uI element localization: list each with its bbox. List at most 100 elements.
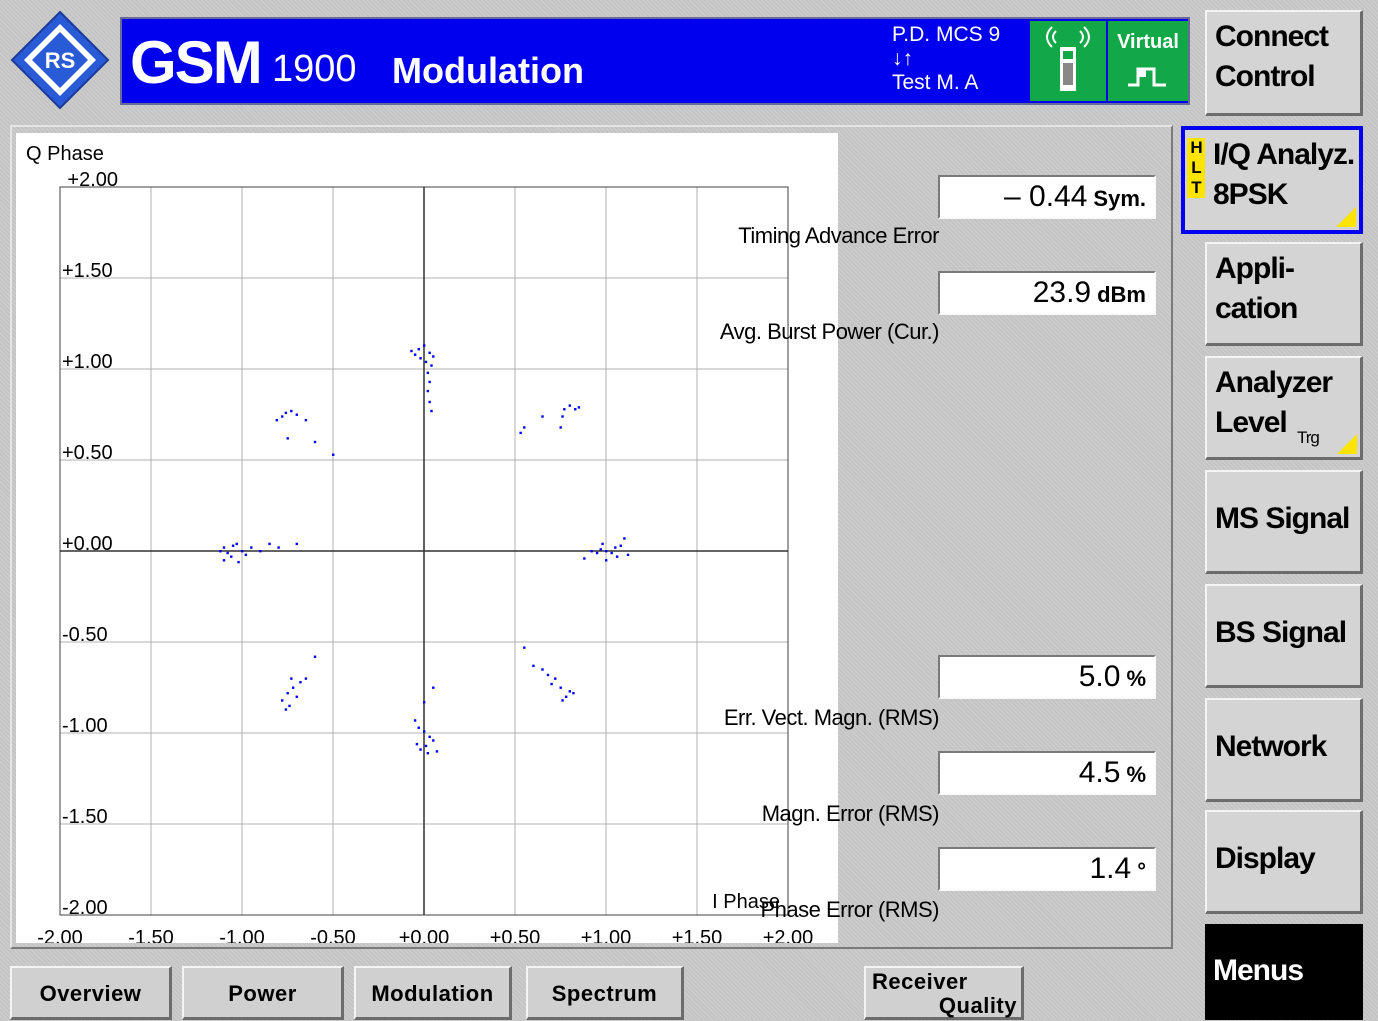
constellation-point bbox=[605, 559, 608, 562]
connect-control-line1: Connect bbox=[1215, 20, 1329, 53]
constellation-point bbox=[428, 400, 431, 404]
plot-ticks: -2.00 -1.50 -1.00 -0.50 +0.00 +0.50 +1.00 +1.50… bbox=[37, 169, 813, 943]
plot-axes bbox=[59, 186, 789, 916]
constellation-point bbox=[561, 415, 564, 418]
status-line-1: P.D. MCS 9 bbox=[892, 23, 1001, 46]
constellation-point bbox=[250, 546, 253, 549]
y-tick-label: +1.00 bbox=[62, 351, 113, 373]
constellation-point bbox=[417, 726, 420, 729]
application-button[interactable]: Appli- cation bbox=[1205, 242, 1363, 346]
iq-analyzer-button[interactable]: H L T I/Q Analyz. 8PSK bbox=[1181, 126, 1363, 234]
constellation-point bbox=[523, 646, 526, 649]
constellation-point bbox=[430, 409, 433, 413]
timing-advance-readout: – 0.44 Sym. bbox=[938, 175, 1156, 219]
x-tick-label: -2.00 bbox=[37, 927, 83, 943]
magn-error-label: Magn. Error (RMS) bbox=[761, 801, 940, 826]
constellation-point bbox=[435, 750, 439, 753]
application-line2: cation bbox=[1215, 292, 1298, 325]
constellation-point bbox=[541, 668, 544, 671]
submenu-corner-icon bbox=[1336, 207, 1356, 227]
constellation-point bbox=[424, 360, 428, 364]
x-tick-label: +0.00 bbox=[399, 927, 450, 943]
tab-modulation[interactable]: Modulation bbox=[354, 966, 512, 1020]
constellation-point bbox=[304, 677, 308, 680]
constellation-point bbox=[559, 686, 562, 689]
status-line-2: ↓↑ bbox=[892, 47, 913, 70]
constellation-point bbox=[235, 542, 238, 546]
plot-points bbox=[219, 344, 630, 755]
bs-signal-label: BS Signal bbox=[1215, 616, 1347, 649]
x-tick-label: +2.00 bbox=[763, 927, 814, 943]
constellation-point bbox=[313, 440, 317, 444]
ms-signal-button[interactable]: MS Signal bbox=[1205, 470, 1363, 574]
burst-power-unit: dBm bbox=[1097, 282, 1146, 307]
tab-overview[interactable]: Overview bbox=[10, 966, 172, 1020]
tab-power[interactable]: Power bbox=[182, 966, 344, 1020]
status-line-3: Test M. A bbox=[892, 71, 979, 94]
constellation-point bbox=[222, 546, 226, 549]
constellation-point bbox=[523, 426, 526, 429]
y-tick-label: -0.50 bbox=[62, 624, 108, 646]
constellation-point bbox=[432, 739, 435, 742]
evm-label: Err. Vect. Magn. (RMS) bbox=[723, 705, 940, 730]
constellation-point bbox=[281, 699, 284, 702]
phase-error-label: Phase Error (RMS) bbox=[760, 897, 939, 922]
magn-error-unit: % bbox=[1126, 762, 1146, 787]
tab-receiver-quality[interactable]: Receiver Quality bbox=[864, 966, 1024, 1020]
evm-value: 5.0 bbox=[1078, 660, 1121, 693]
constellation-point bbox=[572, 691, 575, 695]
constellation-point bbox=[426, 752, 430, 755]
constellation-point bbox=[230, 555, 233, 558]
analyzer-line1: Analyzer bbox=[1215, 366, 1333, 399]
constellation-point bbox=[619, 544, 622, 547]
constellation-point bbox=[419, 357, 422, 360]
constellation-point bbox=[577, 406, 581, 409]
constellation-point bbox=[290, 677, 293, 680]
menus-button[interactable]: Menus bbox=[1205, 924, 1363, 1020]
hlt-t: T bbox=[1191, 178, 1201, 197]
constellation-point bbox=[532, 664, 535, 668]
timing-advance-unit: Sym. bbox=[1093, 186, 1146, 211]
constellation-point bbox=[413, 719, 417, 722]
bs-signal-button[interactable]: BS Signal bbox=[1205, 584, 1363, 688]
x-tick-label: +1.50 bbox=[672, 927, 723, 943]
display-button[interactable]: Display bbox=[1205, 810, 1363, 914]
network-button[interactable]: Network bbox=[1205, 698, 1363, 802]
application-line1: Appli- bbox=[1215, 252, 1295, 285]
burst-power-label: Avg. Burst Power (Cur.) bbox=[719, 319, 940, 344]
constellation-point bbox=[615, 555, 619, 558]
constellation-point bbox=[590, 550, 593, 553]
menus-label: Menus bbox=[1213, 954, 1304, 987]
tab-spectrum[interactable]: Spectrum bbox=[526, 966, 684, 1020]
y-tick-label: -1.00 bbox=[62, 715, 108, 737]
constellation-point bbox=[601, 542, 604, 546]
constellation-point bbox=[281, 415, 284, 418]
connection-status: P.D. MCS 9 ↓↑ Test M. A bbox=[892, 23, 1020, 101]
constellation-point bbox=[424, 744, 428, 748]
constellation-point bbox=[226, 551, 229, 555]
constellation-point bbox=[546, 673, 550, 677]
constellation-point bbox=[295, 695, 298, 698]
constellation-point bbox=[623, 537, 626, 540]
constellation-point bbox=[291, 686, 295, 689]
constellation-point bbox=[295, 542, 298, 546]
band-label: 1900 bbox=[272, 48, 357, 90]
constellation-point bbox=[519, 431, 522, 435]
burst-power-readout: 23.9 dBm bbox=[938, 271, 1156, 315]
analyzer-level-button[interactable]: Analyzer Level Trg bbox=[1205, 356, 1363, 460]
phase-error-readout: 1.4 ° bbox=[938, 847, 1156, 891]
phase-error-unit: ° bbox=[1137, 858, 1146, 883]
constellation-point bbox=[413, 353, 417, 356]
x-tick-label: +1.00 bbox=[581, 927, 632, 943]
constellation-point bbox=[574, 408, 577, 411]
constellation-point bbox=[561, 699, 564, 702]
constellation-point bbox=[219, 550, 222, 553]
constellation-point bbox=[268, 542, 271, 546]
constellation-point bbox=[610, 551, 613, 555]
connect-control-line2: Control bbox=[1215, 60, 1316, 93]
constellation-point bbox=[428, 351, 431, 355]
iq-analyzer-line1: I/Q Analyz. bbox=[1213, 138, 1355, 171]
constellation-point bbox=[286, 691, 289, 695]
constellation-point bbox=[284, 708, 288, 711]
connect-control-button[interactable]: Connect Control bbox=[1205, 10, 1363, 116]
